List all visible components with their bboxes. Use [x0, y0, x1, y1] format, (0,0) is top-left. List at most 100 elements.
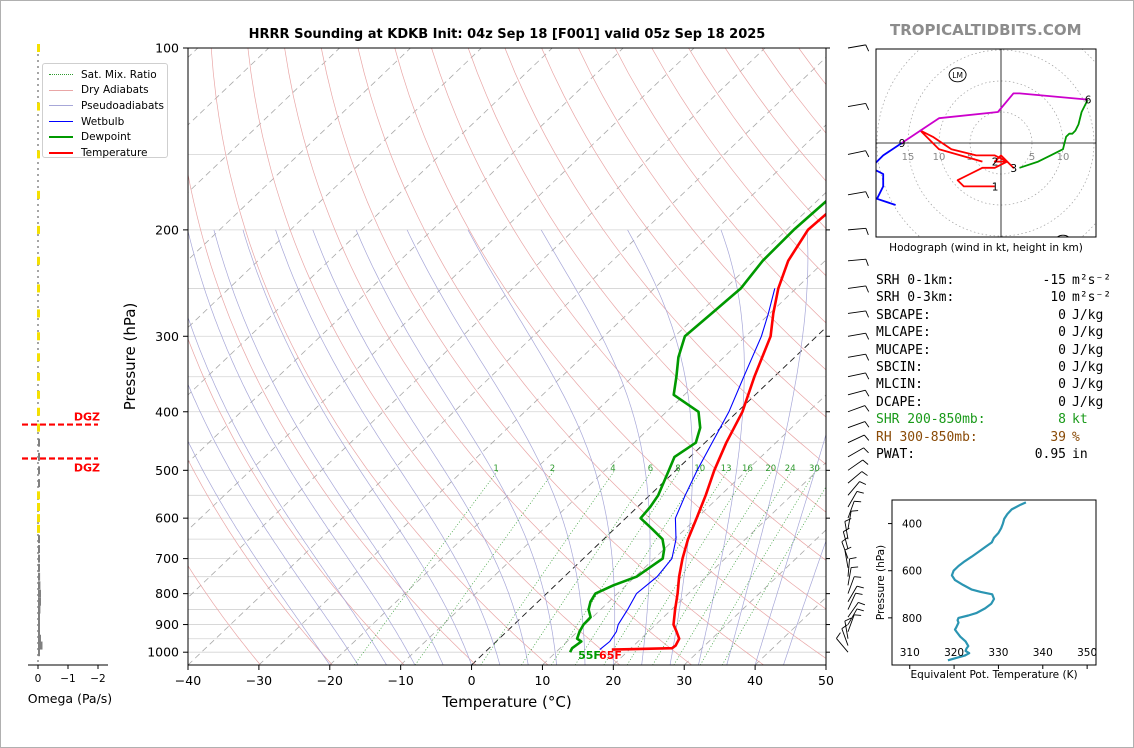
wind-barb-staff: [844, 550, 849, 568]
theta-e-y-tick-label: 600: [902, 566, 922, 578]
theta-e-y-tick-label: 800: [902, 613, 922, 625]
isotherm: [0, 48, 56, 665]
wind-barb-staff: [847, 332, 866, 337]
wind-barb-flag: [856, 490, 864, 494]
dry-adiabat: [188, 459, 333, 665]
param-unit: J/kg: [1072, 325, 1104, 341]
param-row: PWAT: 0.95 in: [876, 446, 1111, 463]
theta-e-x-tick-label: 330: [988, 647, 1008, 659]
dgz-label-top: DGZ: [74, 411, 100, 424]
isotherm: [188, 48, 340, 193]
wind-barb-staff: [847, 491, 858, 508]
pseudoadiabat: [213, 229, 444, 665]
wind-barb: [847, 434, 870, 444]
wind-barb-flag: [854, 614, 862, 616]
omega-bar: [38, 613, 40, 622]
isotherm: [188, 48, 766, 599]
wind-barb: [847, 421, 870, 429]
isotherm: [825, 664, 826, 665]
dry-adiabat: [798, 48, 826, 86]
x-tick-label: −10: [387, 673, 413, 688]
wind-barb-staff: [847, 405, 866, 413]
mixing-ratio-line: [721, 486, 826, 665]
omega-bar: [37, 332, 40, 341]
mixing-ratio-line: [414, 470, 555, 665]
dry-adiabat: [541, 48, 826, 418]
wind-barb-staff: [847, 558, 851, 577]
dry-adiabat: [578, 48, 826, 371]
wind-barb: [847, 500, 862, 519]
omega-bar: [38, 589, 41, 598]
wind-barb-flag: [851, 566, 859, 569]
wind-barb: [847, 557, 857, 577]
legend-entry-temperature: Temperature: [43, 145, 167, 161]
mixing-ratio-label: 20: [765, 464, 776, 474]
param-unit: J/kg: [1072, 377, 1104, 393]
wind-barb: [847, 150, 870, 158]
wind-barb: [847, 405, 870, 413]
wind-barb: [847, 332, 870, 340]
omega-bar: [38, 620, 40, 629]
wind-barb-staff: [847, 285, 866, 289]
wind-barb: [847, 614, 862, 632]
x-tick-label: 40: [747, 673, 763, 688]
omega-bar: [37, 514, 40, 523]
omega-bar: [38, 563, 40, 572]
dry-adiabat: [357, 48, 826, 659]
wind-barb-staff: [847, 227, 866, 231]
wind-barb-staff: [847, 576, 855, 594]
param-unit: J/kg: [1072, 342, 1104, 358]
omega-bar: [37, 150, 40, 159]
temperature-line: [611, 212, 826, 651]
theta-e-line: [947, 501, 1027, 662]
wind-barb-staff: [847, 434, 865, 444]
wind-barb-flag: [865, 285, 869, 293]
wind-barb-flag: [844, 518, 852, 522]
hodograph-height-label: 1: [992, 181, 999, 193]
mixing-ratio-label: 30: [809, 464, 820, 474]
omega-bar: [37, 491, 40, 500]
wind-barb-staff: [841, 541, 849, 559]
wind-barb-staff: [842, 531, 849, 550]
wind-barb-staff: [847, 353, 866, 358]
wind-barb-flag: [856, 585, 864, 589]
wind-barb-flag: [858, 601, 866, 606]
dry-adiabat: [320, 48, 764, 665]
mixing-ratio-label: 16: [742, 464, 753, 474]
param-row: SBCIN: 0 J/kg: [876, 359, 1111, 376]
pseudoadiabat: [540, 229, 651, 665]
wind-barb: [847, 44, 870, 52]
omega-bar: [38, 597, 41, 606]
hodograph-segment: [876, 142, 903, 206]
param-unit: in: [1072, 447, 1088, 463]
surface-temperature-label: 65F: [599, 649, 622, 662]
omega-bar: [37, 390, 40, 399]
param-value: 0: [1058, 360, 1066, 376]
dry-adiabat: [188, 172, 477, 665]
wind-barb-flag: [844, 617, 852, 622]
mixing-ratio-line: [652, 470, 773, 665]
mixing-ratio-label: 4: [610, 464, 615, 474]
legend-entry-dewpoint: Dewpoint: [43, 129, 167, 145]
wind-barb-flag: [865, 191, 870, 199]
param-unit: kt: [1072, 412, 1088, 428]
dry-adiabat: [946, 48, 1134, 665]
isotherm: [188, 48, 553, 396]
omega-bar: [38, 438, 40, 447]
legend-label: Pseudoadiabats: [81, 99, 164, 112]
x-tick-label: 0: [468, 673, 476, 688]
dry-adiabat: [909, 48, 1134, 665]
y-tick-label: 800: [155, 586, 179, 601]
pseudoadiabat: [242, 229, 472, 665]
pseudoadiabat: [188, 229, 416, 665]
isotherm: [188, 48, 199, 58]
wind-barb-staff: [847, 44, 866, 49]
wind-barb-staff: [847, 421, 866, 429]
hodograph-title: Hodograph (wind in kt, height in km): [889, 242, 1083, 254]
theta-e-x-tick-label: 320: [944, 647, 964, 659]
omega-bar: [38, 641, 43, 650]
wind-barb-staff: [847, 389, 866, 396]
param-unit: J/kg: [1072, 394, 1104, 410]
wind-barb-flag: [856, 608, 864, 612]
